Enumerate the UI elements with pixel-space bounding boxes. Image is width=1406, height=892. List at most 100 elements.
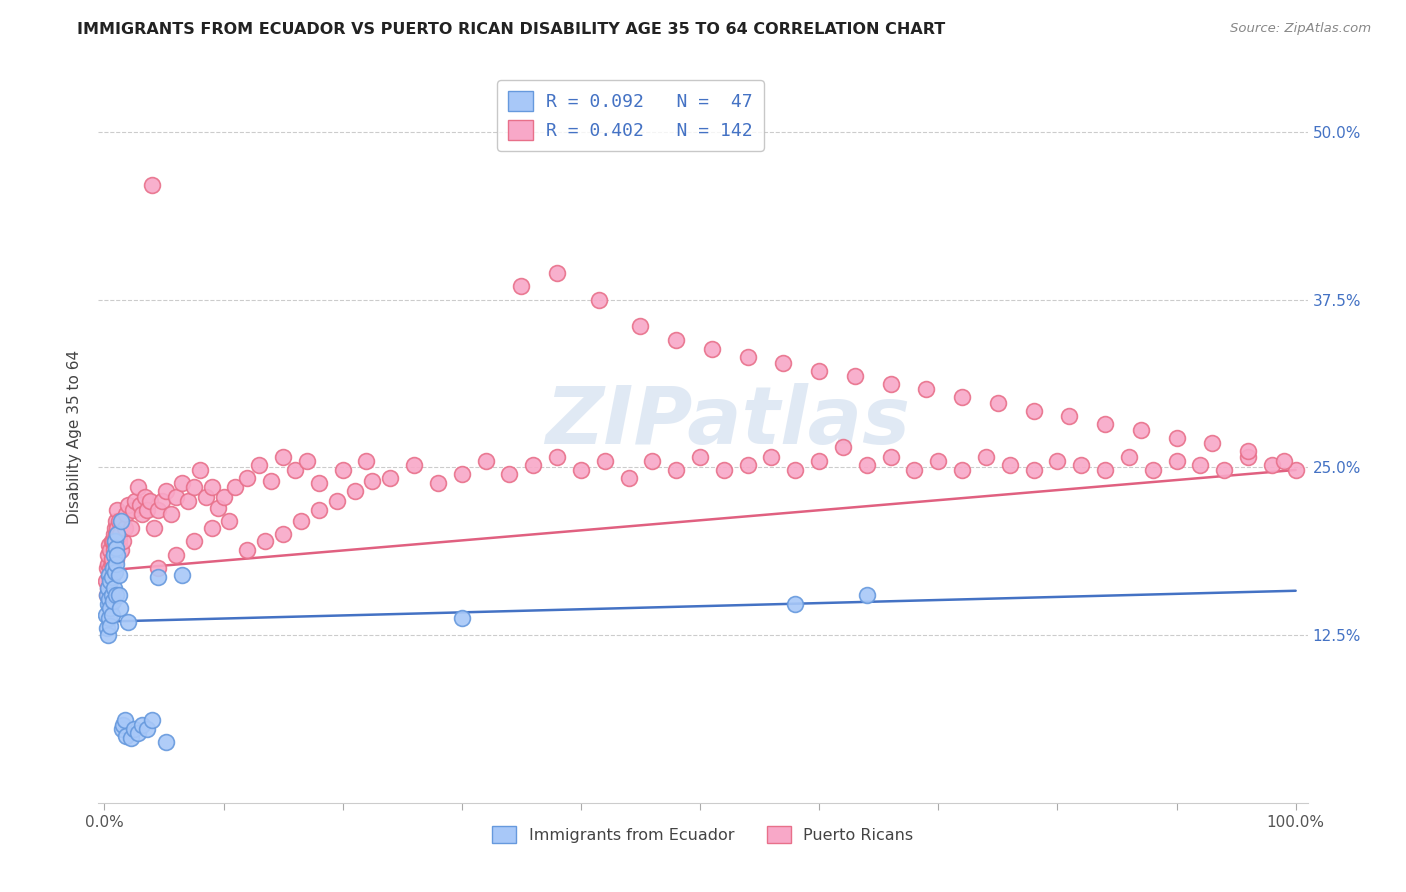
Point bbox=[200, 521, 222, 535]
Point bbox=[218, 514, 240, 528]
Point bbox=[974, 450, 997, 464]
Point bbox=[101, 534, 124, 549]
Point bbox=[103, 527, 125, 541]
Text: IMMIGRANTS FROM ECUADOR VS PUERTO RICAN DISABILITY AGE 35 TO 64 CORRELATION CHAR: IMMIGRANTS FROM ECUADOR VS PUERTO RICAN … bbox=[77, 22, 946, 37]
Point bbox=[100, 557, 122, 571]
Point bbox=[927, 453, 949, 467]
Point bbox=[761, 450, 783, 464]
Point bbox=[98, 601, 121, 615]
Point bbox=[772, 355, 794, 369]
Point bbox=[177, 493, 200, 508]
Point bbox=[146, 503, 169, 517]
Point bbox=[998, 458, 1021, 472]
Point bbox=[98, 543, 121, 558]
Point bbox=[212, 490, 235, 504]
Point bbox=[107, 588, 129, 602]
Point bbox=[160, 508, 183, 522]
Point bbox=[361, 474, 384, 488]
Point bbox=[1272, 453, 1295, 467]
Point bbox=[1129, 423, 1152, 437]
Point bbox=[404, 458, 426, 472]
Point bbox=[97, 548, 120, 562]
Point bbox=[96, 561, 118, 575]
Point bbox=[155, 484, 177, 499]
Point bbox=[117, 498, 139, 512]
Point bbox=[146, 561, 169, 575]
Point bbox=[1094, 417, 1116, 432]
Point bbox=[101, 594, 124, 608]
Point bbox=[105, 588, 128, 602]
Point bbox=[290, 514, 312, 528]
Point bbox=[155, 735, 177, 749]
Point bbox=[104, 534, 127, 549]
Point bbox=[170, 567, 193, 582]
Point bbox=[97, 581, 120, 595]
Point bbox=[112, 718, 135, 732]
Point bbox=[808, 364, 831, 378]
Point bbox=[737, 350, 759, 364]
Point bbox=[1022, 404, 1045, 418]
Point bbox=[98, 574, 121, 589]
Point bbox=[94, 607, 117, 622]
Point bbox=[129, 498, 152, 512]
Point bbox=[97, 628, 120, 642]
Point bbox=[1022, 463, 1045, 477]
Point bbox=[785, 463, 807, 477]
Point bbox=[97, 581, 120, 595]
Point bbox=[98, 567, 121, 582]
Text: ZIPatlas: ZIPatlas bbox=[544, 384, 910, 461]
Point bbox=[122, 503, 145, 517]
Point bbox=[194, 490, 217, 504]
Point bbox=[105, 527, 128, 541]
Y-axis label: Disability Age 35 to 64: Disability Age 35 to 64 bbox=[67, 350, 83, 524]
Point bbox=[131, 508, 153, 522]
Point bbox=[96, 621, 118, 635]
Point bbox=[1189, 458, 1212, 472]
Point bbox=[950, 391, 973, 405]
Point bbox=[343, 484, 366, 499]
Point bbox=[546, 450, 568, 464]
Point bbox=[100, 588, 122, 602]
Point bbox=[308, 476, 330, 491]
Point bbox=[112, 534, 135, 549]
Point bbox=[1094, 463, 1116, 477]
Point bbox=[1070, 458, 1092, 472]
Point bbox=[107, 567, 129, 582]
Point bbox=[325, 493, 347, 508]
Point bbox=[100, 570, 122, 584]
Point bbox=[165, 490, 187, 504]
Point bbox=[260, 474, 283, 488]
Point bbox=[111, 722, 134, 736]
Point bbox=[426, 476, 449, 491]
Point bbox=[110, 514, 132, 528]
Point bbox=[569, 463, 592, 477]
Point bbox=[104, 521, 127, 535]
Point bbox=[1237, 444, 1260, 458]
Point bbox=[271, 450, 294, 464]
Point bbox=[856, 588, 879, 602]
Point bbox=[107, 548, 129, 562]
Point bbox=[903, 463, 925, 477]
Point bbox=[200, 480, 222, 494]
Point bbox=[295, 453, 318, 467]
Text: Source: ZipAtlas.com: Source: ZipAtlas.com bbox=[1230, 22, 1371, 36]
Point bbox=[498, 467, 520, 481]
Point bbox=[138, 493, 160, 508]
Point bbox=[107, 527, 129, 541]
Point bbox=[617, 471, 640, 485]
Point bbox=[308, 503, 330, 517]
Point bbox=[915, 383, 938, 397]
Point bbox=[254, 534, 277, 549]
Point bbox=[236, 471, 259, 485]
Point bbox=[114, 508, 136, 522]
Point bbox=[356, 453, 378, 467]
Point bbox=[103, 581, 125, 595]
Point bbox=[183, 534, 205, 549]
Point bbox=[98, 538, 121, 552]
Point bbox=[1237, 450, 1260, 464]
Point bbox=[1059, 409, 1081, 424]
Point bbox=[134, 490, 156, 504]
Point bbox=[107, 534, 129, 549]
Point bbox=[122, 722, 145, 736]
Point bbox=[1285, 463, 1308, 477]
